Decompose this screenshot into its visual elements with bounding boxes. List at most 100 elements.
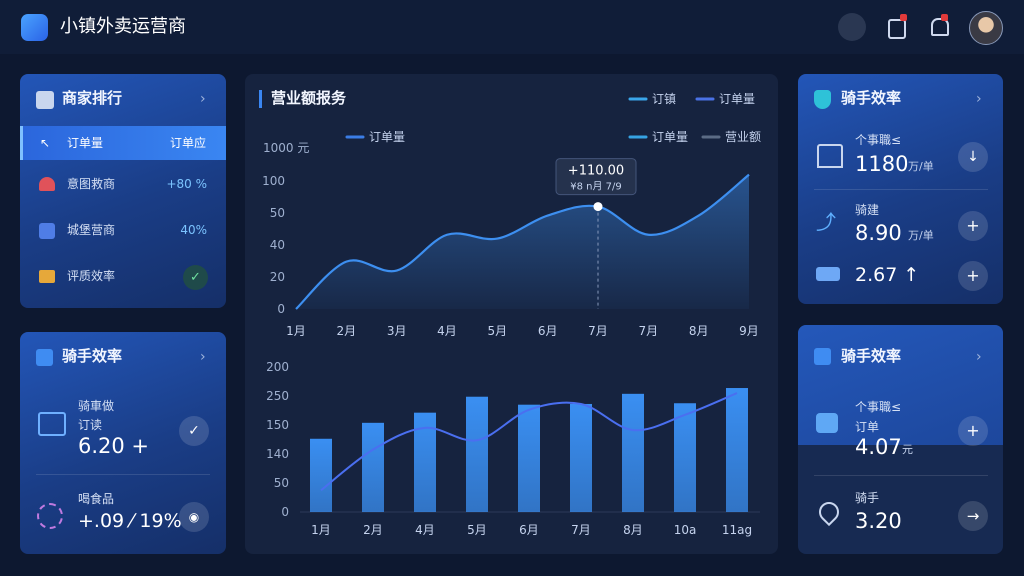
- y-tick-label: 100: [262, 174, 285, 188]
- x-tick-label: 7月: [588, 324, 608, 338]
- x-tick-label: 5月: [467, 523, 487, 537]
- x-tick-label: 7月: [639, 324, 659, 338]
- item-label: 个事職≤: [855, 133, 902, 147]
- badge: [900, 14, 907, 21]
- bar: [570, 403, 592, 512]
- row-value: +80 %: [166, 177, 207, 191]
- bar: [674, 403, 696, 512]
- item-icon: ⤴: [816, 210, 836, 234]
- item-icon: [817, 144, 843, 168]
- action-button[interactable]: ↓: [958, 142, 988, 172]
- panel-icon: [814, 90, 831, 109]
- x-tick-label: 10a: [674, 523, 697, 537]
- bar: [518, 404, 540, 512]
- item-value: 4.07: [855, 435, 902, 459]
- panel-title: 营业额报务: [271, 89, 347, 107]
- item-icon: [37, 503, 63, 529]
- legend-label: 营业额: [725, 130, 761, 144]
- item-unit: 元: [902, 443, 913, 456]
- rider-efficiency-panel: 骑手效率 › 个事職≤ 订单 4.07 元 + 骑手 3.20 →: [798, 325, 1003, 554]
- legend-label: 订单量: [369, 130, 405, 144]
- check-button[interactable]: ✓: [183, 265, 208, 290]
- bar: [622, 393, 644, 512]
- item-icon: [38, 412, 66, 436]
- add-button[interactable]: +: [958, 416, 988, 446]
- x-tick-label: 1月: [286, 324, 306, 338]
- active-marker: [20, 126, 23, 160]
- active-row[interactable]: [22, 126, 226, 160]
- bar: [466, 396, 488, 512]
- item-value: 3.20: [855, 509, 902, 533]
- revenue-panel: 营业额报务 订镇 订单量 订单量 订单量 营业额 1000 元 100 50 40 20 0 1月 2月…: [245, 74, 778, 554]
- item-icon: [816, 413, 838, 433]
- add-button[interactable]: +: [958, 261, 988, 291]
- merchant-rank-panel: 商家排行 › ↖ 订单量 订单应 意图救商 +80 % 城堡营商 40% 评质效…: [20, 74, 226, 308]
- x-tick-label: 4月: [437, 324, 457, 338]
- x-tick-label: 5月: [488, 324, 508, 338]
- x-tick-label: 8月: [689, 324, 709, 338]
- legend-label: 订单量: [719, 92, 755, 106]
- title-marker: [259, 90, 262, 108]
- x-tick-label: 11ag: [722, 523, 752, 537]
- divider: [814, 189, 988, 190]
- divider: [814, 475, 988, 476]
- y-tick-label: 50: [270, 206, 285, 220]
- area: [296, 174, 749, 309]
- more-arrow[interactable]: ›: [200, 91, 206, 107]
- item-sub: 订单: [855, 420, 880, 434]
- item-value: +.09 ⁄ 19%: [78, 510, 182, 532]
- more-arrow[interactable]: ›: [976, 349, 982, 365]
- item-label: 骑車做: [78, 399, 115, 413]
- add-button[interactable]: +: [958, 211, 988, 241]
- item-label: 骑建: [855, 203, 880, 217]
- item-value: 6.20 +: [78, 434, 150, 458]
- rider-efficiency-panel: 骑手效率 › 个事職≤ 1180 万/单 ↓ ⤴ 骑建 8.90 万/单 + 2…: [798, 74, 1003, 304]
- y-tick-label: 250: [266, 389, 289, 403]
- tooltip-value: +110.00: [568, 164, 624, 179]
- x-tick-label: 6月: [538, 324, 558, 338]
- row-value: 40%: [180, 223, 207, 237]
- more-arrow[interactable]: ›: [200, 349, 206, 365]
- app-title: 小镇外卖运营商: [60, 16, 186, 37]
- avatar[interactable]: [969, 11, 1003, 45]
- forward-button[interactable]: →: [958, 501, 988, 531]
- x-tick-label: 6月: [519, 523, 539, 537]
- y-tick-label: 50: [274, 476, 289, 490]
- line: [320, 392, 738, 492]
- item-unit: 万/单: [908, 160, 934, 173]
- bar: [726, 388, 748, 512]
- x-tick-label: 7月: [571, 523, 591, 537]
- item-sub: 订读: [78, 418, 103, 432]
- item-value: 8.90: [855, 221, 902, 245]
- x-tick-label: 3月: [387, 324, 407, 338]
- bar: [310, 438, 332, 512]
- search-icon[interactable]: [838, 13, 866, 41]
- item-value: 1180: [855, 152, 909, 176]
- legend-label: 订单量: [652, 130, 688, 144]
- y-tick-label: 40: [270, 238, 285, 252]
- logo: [21, 14, 48, 41]
- check-button[interactable]: ✓: [179, 416, 209, 446]
- panel-icon: [36, 349, 53, 366]
- item-label: 个事職≤: [855, 400, 902, 414]
- more-arrow[interactable]: ›: [976, 91, 982, 107]
- legend-label: 订镇: [652, 92, 676, 106]
- row-label: 订单量: [67, 136, 104, 150]
- eye-button[interactable]: ◉: [179, 502, 209, 532]
- message-icon[interactable]: [888, 19, 906, 39]
- badge: [941, 14, 948, 21]
- panel-icon: [36, 91, 54, 109]
- bell-icon[interactable]: [931, 18, 949, 36]
- item-label: 喝食品: [78, 492, 115, 506]
- unit-label: 1000 元: [263, 141, 309, 155]
- panel-title: 商家排行: [62, 89, 123, 107]
- panel-title: 骑手效率: [841, 89, 902, 107]
- x-tick-label: 2月: [337, 324, 357, 338]
- tooltip-label: ¥8 n月 7/9: [570, 181, 622, 193]
- x-tick-label: 4月: [415, 523, 435, 537]
- x-tick-label: 8月: [623, 523, 643, 537]
- hover-dot: [593, 202, 603, 212]
- item-icon: [814, 497, 844, 527]
